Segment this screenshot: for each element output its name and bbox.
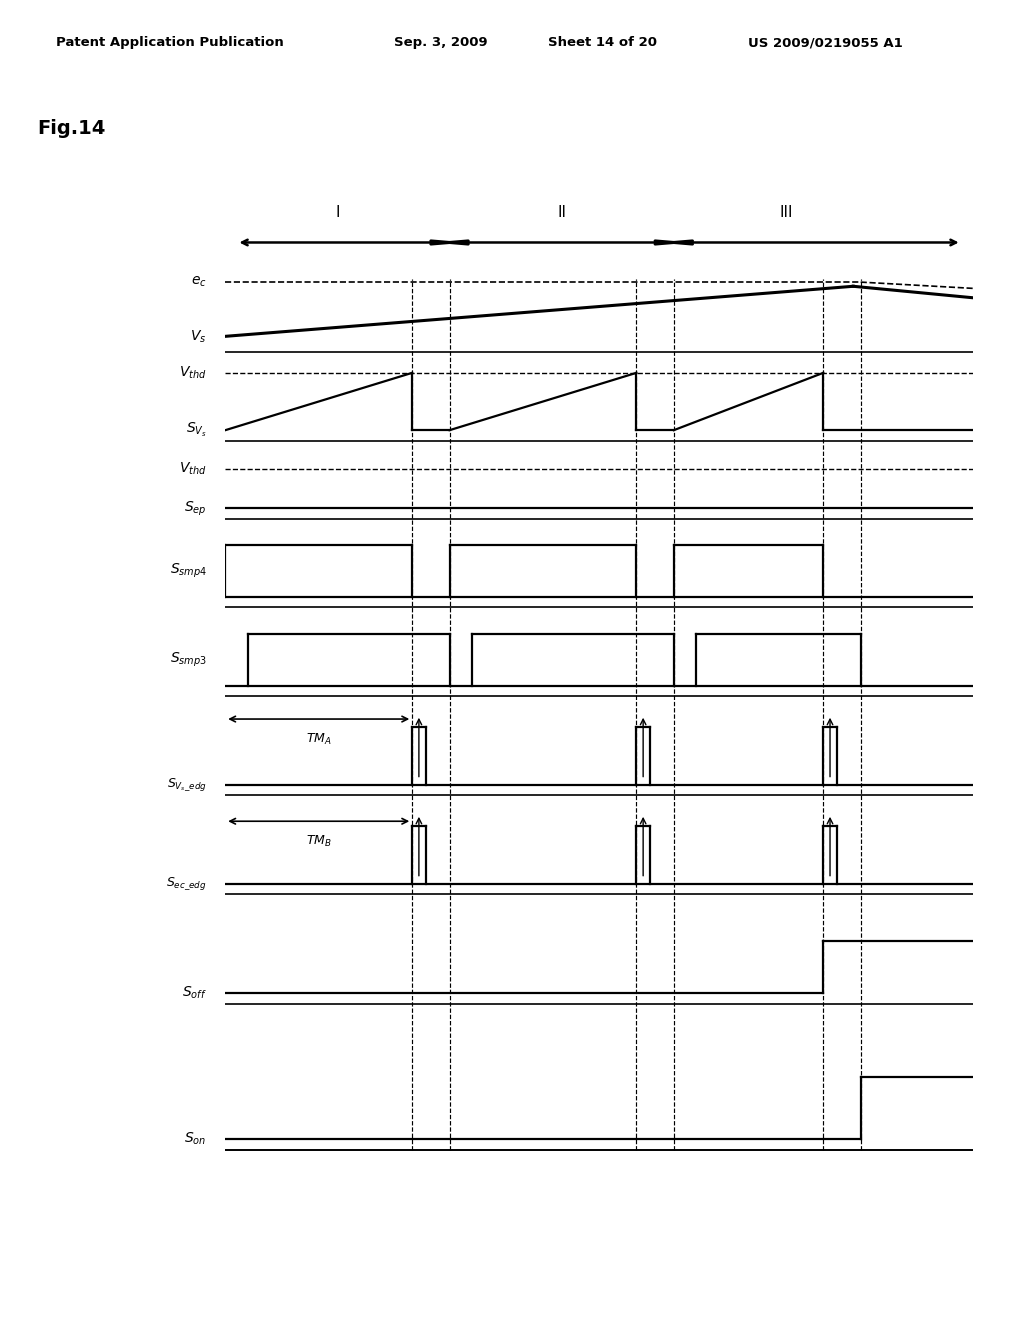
Text: $V_{thd}$: $V_{thd}$ xyxy=(179,364,207,381)
Text: $V_{thd}$: $V_{thd}$ xyxy=(179,461,207,477)
Text: $S_{V_s}$: $S_{V_s}$ xyxy=(185,421,207,440)
Text: $S_{ep}$: $S_{ep}$ xyxy=(184,499,207,517)
Text: II: II xyxy=(557,205,566,219)
Text: $S_{smp4}$: $S_{smp4}$ xyxy=(170,562,207,579)
Text: US 2009/0219055 A1: US 2009/0219055 A1 xyxy=(748,37,902,49)
Text: $S_{smp3}$: $S_{smp3}$ xyxy=(170,651,207,669)
Text: I: I xyxy=(335,205,340,219)
Text: $TM_A$: $TM_A$ xyxy=(306,731,332,747)
Text: $V_s$: $V_s$ xyxy=(190,329,207,345)
Text: $S_{V_s\_edg}$: $S_{V_s\_edg}$ xyxy=(167,776,207,793)
Text: $S_{off}$: $S_{off}$ xyxy=(182,985,207,1002)
Text: $e_c$: $e_c$ xyxy=(190,275,207,289)
Text: Sep. 3, 2009: Sep. 3, 2009 xyxy=(394,37,487,49)
Text: $S_{ec\_edg}$: $S_{ec\_edg}$ xyxy=(166,875,207,892)
Text: $S_{on}$: $S_{on}$ xyxy=(184,1131,207,1147)
Text: $TM_B$: $TM_B$ xyxy=(306,834,332,849)
Text: Sheet 14 of 20: Sheet 14 of 20 xyxy=(548,37,656,49)
Text: Fig.14: Fig.14 xyxy=(37,119,105,137)
Text: III: III xyxy=(779,205,793,219)
Text: Patent Application Publication: Patent Application Publication xyxy=(56,37,284,49)
